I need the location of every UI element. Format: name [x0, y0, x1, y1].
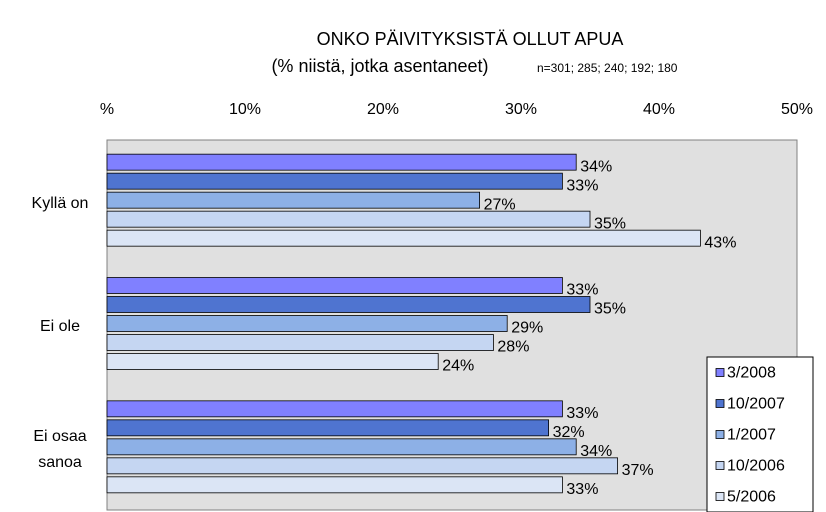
x-tick-label: 20% [367, 101, 399, 118]
legend-label: 3/2008 [727, 365, 776, 382]
bar [106, 419, 550, 437]
category-label: Kyllä on [31, 194, 89, 212]
category-label: Ei osaa sanoa [33, 428, 87, 472]
value-label: 33% [566, 177, 598, 194]
chart-note: n=301; 285; 240; 192; 180 [537, 61, 678, 75]
bar [106, 400, 563, 418]
bar [106, 210, 591, 228]
bar [106, 476, 563, 494]
chart-title: ONKO PÄIVITYKSISTÄ OLLUT APUA [317, 29, 624, 49]
bar [106, 296, 591, 313]
bar [106, 277, 563, 294]
value-label: 43% [704, 234, 736, 251]
x-tick-label: % [100, 101, 114, 118]
value-label: 32% [553, 424, 585, 441]
category-label: Ei ole [39, 318, 81, 335]
legend-box [706, 356, 814, 512]
legend-swatch [715, 430, 725, 439]
value-label: 27% [484, 196, 516, 213]
legend-label: 5/2006 [727, 489, 776, 506]
legend-swatch [715, 492, 725, 501]
legend-label: 1/2007 [727, 427, 776, 444]
value-label: 24% [442, 358, 474, 375]
bar [106, 153, 577, 171]
legend-swatch [715, 399, 725, 408]
legend-label: 10/2007 [727, 396, 785, 413]
legend-swatch [715, 368, 725, 377]
bar [106, 191, 481, 209]
value-label: 28% [497, 339, 529, 356]
x-tick-label: 50% [781, 101, 813, 118]
bar [106, 172, 563, 190]
value-label: 34% [580, 443, 612, 460]
x-tick-label: 40% [643, 101, 675, 118]
value-label: 34% [580, 158, 612, 175]
bar [106, 457, 619, 475]
legend-swatch [715, 461, 725, 470]
value-label: 35% [594, 301, 626, 318]
bar [106, 229, 701, 247]
value-label: 33% [566, 282, 598, 299]
value-label: 29% [511, 320, 543, 337]
value-label: 37% [622, 462, 654, 479]
bar [106, 438, 577, 456]
x-tick-label: 30% [505, 101, 537, 118]
bar [106, 315, 508, 332]
value-label: 33% [566, 481, 598, 498]
bar [106, 334, 494, 351]
value-label: 35% [594, 215, 626, 232]
chart-subtitle: (% niistä, jotka asentaneet) [271, 56, 488, 76]
bar [106, 353, 439, 370]
x-tick-label: 10% [229, 101, 261, 118]
legend-label: 10/2006 [727, 458, 785, 475]
value-label: 33% [566, 405, 598, 422]
